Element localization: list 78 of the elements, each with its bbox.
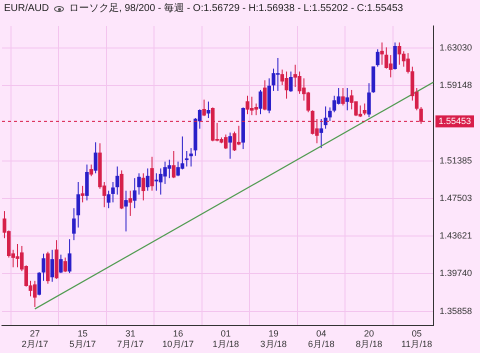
candlestick <box>298 71 302 94</box>
candlestick <box>63 257 68 273</box>
candlestick <box>50 249 54 282</box>
candlestick <box>115 166 120 196</box>
candlestick <box>328 106 332 122</box>
candlestick <box>206 101 210 119</box>
chart-title: EUR/AUD <box>4 3 50 15</box>
candlestick <box>202 99 206 117</box>
candlestick <box>89 164 94 177</box>
x-tick-label: 20 8月/18 <box>356 328 382 350</box>
x-tick-label: 16 10月/17 <box>162 328 194 350</box>
candlestick <box>367 82 371 118</box>
x-tick-label: 27 2月/17 <box>22 328 48 350</box>
candlestick <box>306 91 310 113</box>
candlestick <box>388 54 393 78</box>
y-tick-label: 1.47503 <box>439 192 472 203</box>
candlestick <box>232 131 236 152</box>
chart-subtitle: ローソク足, 98/200 - 毎週 - O:1.56729 - H:1.56938 - L:1.55202 - C:1.55453 <box>69 3 404 15</box>
candlestick <box>37 272 42 296</box>
candlestick <box>284 71 288 100</box>
y-tick-label: 1.51385 <box>439 155 472 166</box>
x-tick-label: 31 7月/17 <box>117 328 144 350</box>
candlestick <box>258 89 262 115</box>
candlestick <box>384 46 388 70</box>
candlestick <box>289 71 293 92</box>
candlestick <box>263 80 267 111</box>
x-tick-label: 04 6月/18 <box>308 328 335 350</box>
candlestick <box>324 106 328 130</box>
x-tick-label: 19 3月/18 <box>260 328 287 350</box>
candlestick <box>332 95 336 113</box>
candlestick <box>172 150 176 179</box>
candlestick <box>80 185 84 203</box>
candlestick <box>398 42 402 66</box>
candlestick <box>124 190 128 232</box>
candlestick <box>150 156 154 192</box>
candlestick <box>154 172 158 192</box>
candlestick <box>16 244 20 268</box>
candlestick <box>94 142 98 174</box>
candlestick <box>345 88 350 111</box>
candlestick <box>111 182 115 203</box>
candlestick <box>142 172 146 201</box>
y-tick-label: 1.63030 <box>439 42 472 52</box>
candlestick <box>42 253 46 282</box>
candlestick <box>163 161 167 184</box>
candlestick <box>137 172 141 196</box>
candlestick <box>393 42 397 70</box>
candlestick <box>189 148 193 167</box>
candlestick <box>228 132 232 160</box>
candlestick <box>106 190 110 209</box>
candlestick <box>319 118 324 149</box>
x-tick-label: 15 5月/17 <box>69 328 96 350</box>
candlestick <box>254 103 258 116</box>
y-tick-label: 1.35858 <box>439 306 472 316</box>
candlestick <box>272 68 276 92</box>
candlestick <box>72 208 76 241</box>
candlestick <box>128 190 132 216</box>
candlestick <box>132 178 136 209</box>
candlestick <box>85 164 89 201</box>
candlestick <box>146 168 150 192</box>
candlestick <box>358 104 362 118</box>
candlestick <box>158 168 163 196</box>
x-tick-label: 05 11月/18 <box>401 328 432 350</box>
candlestick <box>246 95 250 115</box>
y-tick-label: 1.39740 <box>439 268 472 278</box>
y-tick-label: 1.59148 <box>439 80 472 90</box>
x-tick-label: 01 1月/18 <box>212 328 240 350</box>
ref-line-label: 1.55453 <box>438 116 472 126</box>
candlestick <box>341 88 345 106</box>
candlestick <box>293 64 298 88</box>
y-tick-label: 1.43621 <box>439 230 472 241</box>
candlestick <box>376 48 380 68</box>
candlestick <box>224 134 228 150</box>
candlestick <box>380 42 384 66</box>
candlestick <box>59 254 63 274</box>
candlestick <box>68 238 72 274</box>
candlestick <box>76 182 80 228</box>
candlestick <box>176 161 180 177</box>
candlestick <box>362 103 366 116</box>
